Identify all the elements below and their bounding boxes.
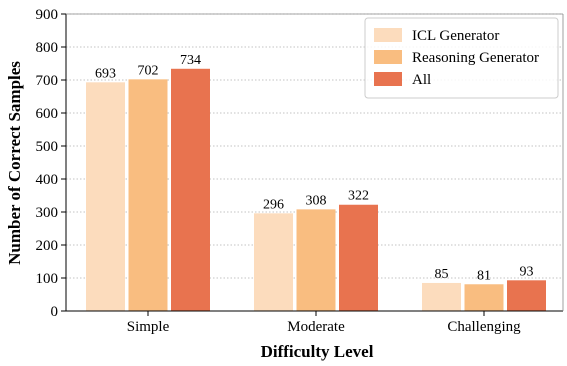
axes: 0 100 200 300 400 500 600 700 800 900 Simple Modera… — [36, 7, 564, 335]
bar-challenging-reasoning-generator — [464, 284, 504, 311]
bars — [86, 68, 546, 311]
bar-value-label: 693 — [95, 66, 116, 81]
x-axis-title: Difficulty Level — [261, 342, 374, 361]
y-tick-label: 100 — [36, 271, 59, 287]
y-tick-label: 700 — [36, 73, 59, 89]
bar-simple-reasoning-generator — [128, 79, 168, 311]
bar-challenging-all — [507, 280, 546, 311]
bar-value-label: 308 — [306, 193, 327, 208]
bar-value-label: 296 — [263, 197, 284, 212]
legend-box — [364, 17, 559, 99]
bar-value-label: 734 — [180, 53, 201, 68]
legend-swatch — [374, 28, 402, 42]
y-tick-label: 600 — [36, 106, 59, 122]
bar-moderate-reasoning-generator — [296, 209, 336, 311]
y-tick-label: 200 — [36, 238, 59, 254]
y-tick-label: 800 — [36, 40, 59, 56]
legend-label: All — [412, 72, 431, 88]
bar-moderate-icl-generator — [254, 213, 293, 311]
bar-value-label: 85 — [435, 267, 449, 282]
bar-challenging-icl-generator — [422, 282, 461, 311]
y-tick-label: 300 — [36, 205, 59, 221]
bar-simple-all — [171, 68, 210, 311]
y-tick-label: 400 — [36, 172, 59, 188]
y-tick-label: 500 — [36, 139, 59, 155]
y-tick-label: 900 — [36, 7, 59, 23]
y-tick-label: 0 — [51, 304, 59, 320]
legend-label: ICL Generator — [412, 28, 499, 44]
x-tick-label: Moderate — [287, 319, 345, 335]
data-labels: 693 702 734 296 308 322 85 81 93 — [95, 53, 534, 283]
bar-simple-icl-generator — [86, 82, 125, 311]
legend-label: Reasoning Generator — [412, 50, 539, 66]
legend-swatch — [374, 72, 402, 86]
bar-value-label: 81 — [477, 268, 491, 283]
bar-value-label: 93 — [520, 264, 534, 279]
bar-value-label: 702 — [138, 63, 159, 78]
bar-value-label: 322 — [348, 189, 369, 204]
x-tick-label: Simple — [127, 319, 170, 335]
x-tick-label: Challenging — [447, 319, 521, 335]
legend: ICL Generator Reasoning Generator All — [364, 17, 559, 99]
bar-moderate-all — [339, 204, 378, 311]
y-axis-title: Number of Correct Samples — [5, 61, 24, 265]
legend-swatch — [374, 50, 402, 64]
